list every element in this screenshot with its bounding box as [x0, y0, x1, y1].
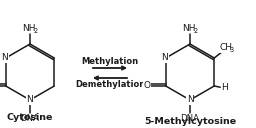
- Text: 2: 2: [193, 28, 197, 34]
- Text: N: N: [162, 54, 168, 62]
- Text: 2: 2: [33, 28, 37, 34]
- Text: CH: CH: [220, 43, 233, 52]
- Text: N: N: [187, 95, 193, 104]
- Text: N: N: [27, 95, 33, 104]
- Text: H: H: [221, 83, 228, 93]
- Text: NH: NH: [23, 24, 36, 33]
- Text: DNA: DNA: [180, 114, 199, 123]
- Text: DNA: DNA: [20, 114, 39, 123]
- Text: Demethylation: Demethylation: [75, 80, 145, 89]
- Text: Methylation: Methylation: [81, 57, 138, 66]
- Text: NH: NH: [183, 24, 196, 33]
- Text: N: N: [2, 54, 8, 62]
- Text: Cytosine: Cytosine: [7, 114, 53, 122]
- Text: O: O: [143, 82, 150, 90]
- Text: 5-Methylcytosine: 5-Methylcytosine: [144, 116, 236, 125]
- Text: 3: 3: [230, 47, 234, 53]
